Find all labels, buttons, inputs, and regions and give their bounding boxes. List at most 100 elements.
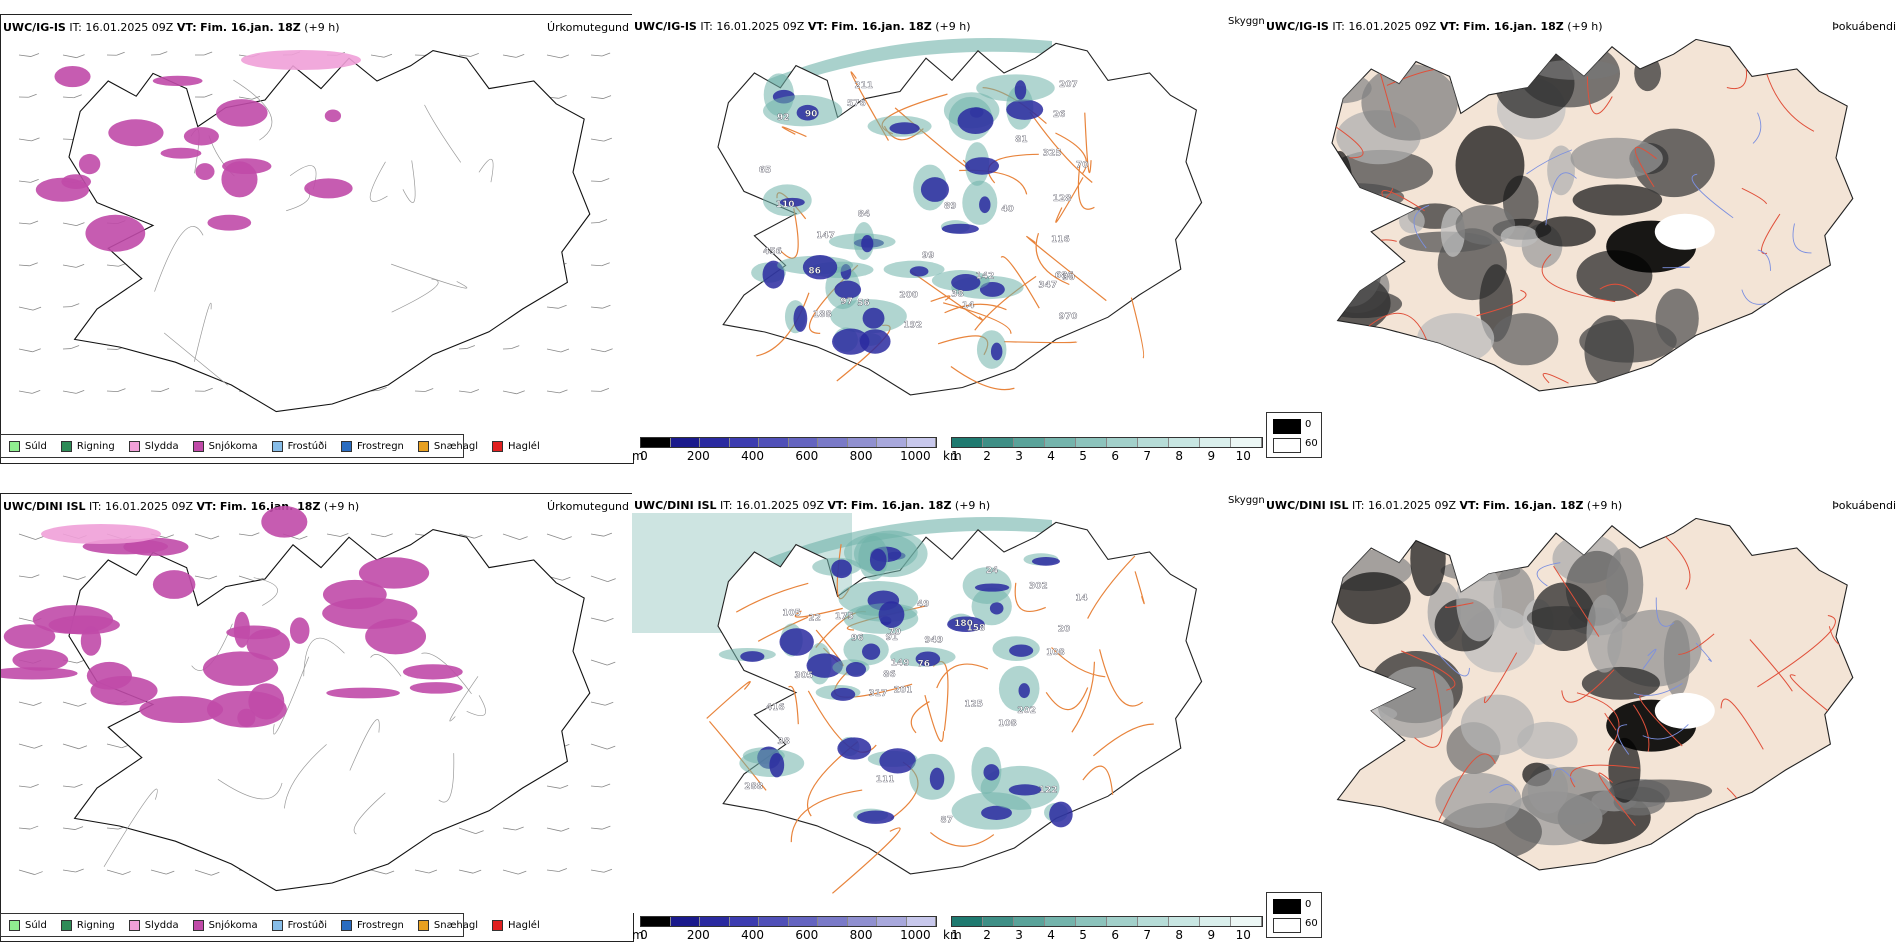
ceiling-value-label: 89 [944,202,957,212]
ceiling-value-label: 24 [986,566,999,576]
colorbar-tick: 400 [741,449,764,463]
colorbar-tick: 600 [795,449,819,463]
low-ceiling-patch [830,687,856,701]
legend-item: Snjókoma [192,440,258,452]
low-ceiling-patch [879,748,916,774]
legend-swatch [60,919,72,931]
panel-title: Þokuábendi [1832,20,1896,33]
fog-panel-2: UWC/DINI ISL IT: 16.01.2025 09Z VT: Fim.… [1264,493,1900,893]
colorbar-tick: 3 [1015,449,1023,463]
precip-type-panel-1: UWC/IG-IS IT: 16.01.2025 09Z VT: Fim. 16… [0,14,634,464]
legend-item: Súld [9,919,47,931]
legend-swatch [341,919,352,931]
snowfall-area [160,147,202,159]
colorbar-swatches [640,437,937,448]
low-ceiling-patch [1008,784,1042,796]
ceiling-value-label: 70 [888,628,901,638]
ceiling-value-label: 20 [1058,625,1071,635]
colorbar-tick: 1 [951,449,959,463]
legend-swatch [128,440,140,452]
legend-label: Súld [25,919,47,931]
colorbar-tick: 10 [1235,928,1251,942]
colorbar-unit: m [632,928,644,942]
visibility-title: Skyggni [1228,495,1268,506]
snowfall-area [12,649,69,671]
legend-swatch [60,440,72,452]
ceiling-value-label: 108 [998,719,1017,729]
ceiling-value-label: 81 [1015,135,1028,145]
low-ceiling-patch [1049,801,1073,828]
colorbar-tick: 10 [1235,449,1251,463]
low-ceiling-patch [862,307,885,329]
legend-item: Snæhagl [417,919,479,931]
ceiling-value-label: 116 [1051,235,1070,245]
low-ceiling-patch [1006,99,1044,120]
legend-swatch [271,440,283,452]
snowfall-area [80,626,102,656]
low-ceiling-patch [909,266,929,277]
low-ceiling-patch [990,342,1003,361]
ceiling-value-label: 65 [759,166,772,176]
snowfall-area [216,99,268,127]
snowfall-area [195,163,215,181]
legend-swatch [341,440,352,452]
precip-type-legend-1: Súld Rigning Slydda Snjókoma Frostúði Frostre… [0,434,540,458]
snowfall-area [85,214,146,252]
low-ceiling-patch [920,177,949,202]
colorbar-tick: 2 [983,928,991,942]
ceiling-value-label: 30 [1062,273,1075,283]
ceiling-value-label: 149 [891,659,910,669]
ceiling-value-label: 56 [857,299,870,309]
colorbar-tick: 8 [1175,928,1184,942]
legend-label: Snæhagl [433,919,479,931]
ceiling-value-label: 686 [1055,271,1074,281]
ceiling-value-label: 576 [847,99,866,109]
colorbar-tick: 7 [1143,928,1152,942]
snowfall-area [409,682,463,694]
colorbar-tick: 0 [640,928,648,942]
ceiling-value-label: 207 [1059,80,1078,90]
low-ceiling-patch [1031,557,1060,566]
snowfall-area [402,664,463,680]
low-ceiling-patch [1018,683,1030,699]
snowfall-area [139,696,224,724]
colorbar-tick: 800 [849,449,873,463]
ceiling-value-label: 96 [851,633,864,643]
ceiling-value-label: 302 [1029,582,1048,592]
ceiling-value-label: 87 [940,816,953,826]
ceiling-value-label: 317 [868,689,887,699]
legend-label: Snæhagl [433,440,479,452]
ceiling-value-label: 128 [1053,194,1072,204]
ceiling-value-label: 90 [805,109,818,119]
colorbar-tick: 400 [741,928,764,942]
ceiling-value-label: 14 [1075,594,1088,604]
ceiling-value-label: 456 [763,247,782,257]
fog-panel-1: UWC/IG-IS IT: 16.01.2025 09Z VT: Fim. 16… [1264,14,1900,434]
ceiling-value-label: 14 [962,301,975,311]
legend-swatch [192,919,204,931]
ceiling-value-label: 76 [918,660,931,670]
colorbar-tick: 8 [1175,449,1184,463]
ceiling-value-label: 86 [883,670,896,680]
colorbar-unit: km [943,449,962,463]
low-ceiling-patch [878,601,905,628]
ceiling-value-label: 105 [782,608,801,618]
visibility-colorbar-1: km 1 2 3 4 5 6 7 8 9 10 [943,437,1263,465]
ceiling-value-label: 91 [885,633,898,643]
low-ceiling-patch [834,280,862,299]
legend-swatch [9,919,20,931]
snowfall-area [202,651,279,686]
low-ceiling-patch [979,196,991,214]
low-ceiling-patch [869,548,887,572]
legend-item: Súld [9,440,47,452]
low-ceiling-patch [740,651,765,662]
legend-item: Frostregn [341,440,404,452]
ceiling-value-label: 192 [903,321,922,331]
sleet-area [241,50,361,70]
ceiling-value-label: 110 [776,200,795,210]
ceiling-value-label: 200 [899,290,918,300]
snowfall-area [322,579,387,610]
panel-header: UWC/IG-IS IT: 16.01.2025 09Z VT: Fim. 16… [634,20,971,33]
snowfall-area [207,214,252,231]
ceiling-value-label: 38 [777,737,790,747]
